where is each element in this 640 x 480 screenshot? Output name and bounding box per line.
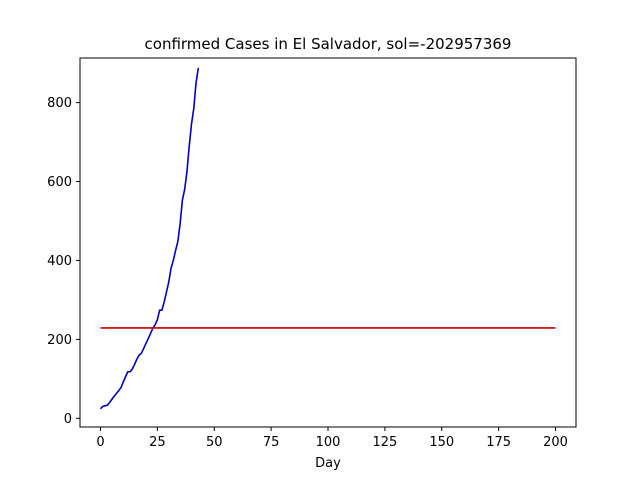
x-tick-label: 0 <box>96 435 104 450</box>
y-tick-label: 200 <box>47 333 72 348</box>
x-tick-label: 50 <box>206 435 223 450</box>
x-tick-label: 200 <box>543 435 568 450</box>
x-tick-label: 150 <box>429 435 454 450</box>
y-tick-label: 600 <box>47 175 72 190</box>
y-axis: 0 200 400 600 800 <box>47 96 80 427</box>
series-line-0 <box>99 67 200 410</box>
x-tick-label: 125 <box>372 435 397 450</box>
plot-area <box>99 67 556 410</box>
x-axis: 0 25 50 75 100 125 150 175 200 <box>96 427 568 450</box>
y-tick-label: 0 <box>64 412 72 427</box>
x-tick-label: 100 <box>316 435 341 450</box>
chart-title: confirmed Cases in El Salvador, sol=-202… <box>145 35 512 53</box>
y-tick-label: 400 <box>47 254 72 269</box>
x-tick-label: 25 <box>149 435 166 450</box>
x-tick-label: 175 <box>486 435 511 450</box>
axes-frame <box>79 57 577 428</box>
x-axis-label: Day <box>315 456 341 471</box>
x-tick-label: 75 <box>263 435 280 450</box>
y-tick-label: 800 <box>47 96 72 111</box>
